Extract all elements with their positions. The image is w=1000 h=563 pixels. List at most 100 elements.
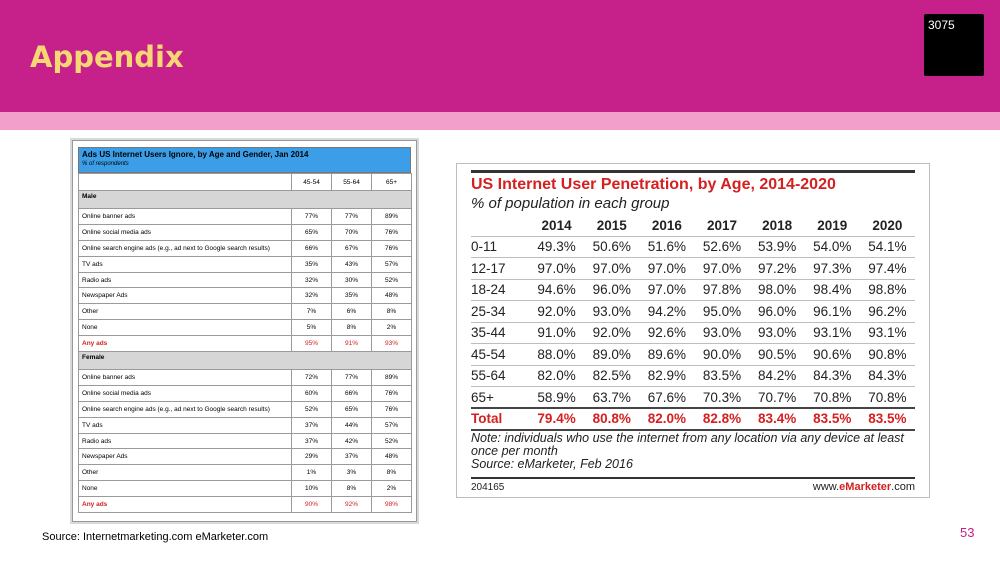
row-value: 57%: [371, 255, 412, 273]
row-value: 89%: [371, 208, 412, 225]
penetration-value: 92.0%: [584, 321, 640, 344]
table-row: Radio ads 37% 42% 52%: [78, 432, 412, 450]
age-row: 35-44 91.0% 92.0% 92.6% 93.0% 93.0% 93.1% 93.1%: [471, 321, 915, 344]
age-label: 0-11: [471, 235, 529, 258]
top-rule: [471, 170, 915, 173]
penetration-value: 93.0%: [584, 300, 640, 322]
row-value: 48%: [371, 448, 412, 466]
penetration-value: 84.3%: [804, 364, 860, 387]
penetration-value: 94.2%: [639, 300, 695, 322]
row-value: 77%: [331, 369, 372, 386]
row-value: 10%: [291, 480, 332, 498]
penetration-value: 97.0%: [529, 257, 585, 279]
row-value: 3%: [331, 464, 372, 482]
row-value: 91%: [331, 335, 372, 353]
row-value: 77%: [291, 208, 332, 225]
row-value: 6%: [331, 303, 372, 321]
row-value: 30%: [331, 271, 372, 289]
penetration-value: 82.0%: [529, 364, 585, 387]
row-label: Online social media ads: [78, 223, 292, 241]
table-row: Newspaper Ads 32% 35% 48%: [78, 287, 412, 305]
row-value: 95%: [291, 335, 332, 353]
row-value: 70%: [331, 223, 372, 241]
row-label: Radio ads: [78, 271, 292, 289]
penetration-table-subtitle: % of population in each group: [471, 195, 670, 212]
penetration-value: 98.4%: [804, 278, 860, 301]
penetration-value: 97.2%: [749, 257, 805, 279]
row-value: 37%: [291, 416, 332, 434]
table-row: Other 1% 3% 8%: [78, 464, 412, 482]
table-row: TV ads 35% 43% 57%: [78, 255, 412, 273]
row-value: 44%: [331, 416, 372, 434]
age-row: 55-64 82.0% 82.5% 82.9% 83.5% 84.2% 84.3% 84.3%: [471, 364, 915, 387]
row-value: 76%: [371, 239, 412, 257]
penetration-value: 70.8%: [859, 386, 915, 408]
penetration-value: 70.3%: [694, 386, 750, 408]
row-value: 93%: [371, 335, 412, 353]
penetration-value: 92.6%: [639, 321, 695, 344]
row-value: 72%: [291, 369, 332, 386]
row-value: 43%: [331, 255, 372, 273]
row-label: None: [78, 319, 292, 337]
column-header: 55-64: [331, 173, 372, 191]
penetration-value: 93.1%: [804, 321, 860, 344]
penetration-value: 89.6%: [639, 343, 695, 365]
penetration-value: 84.2%: [749, 364, 805, 387]
penetration-value: 52.6%: [694, 235, 750, 258]
row-value: 8%: [371, 464, 412, 482]
row-value: 32%: [291, 271, 332, 289]
row-value: 66%: [291, 239, 332, 257]
column-header-row: 45-54 55-64 65+: [78, 173, 412, 191]
row-label: Online banner ads: [78, 369, 292, 386]
row-label: None: [78, 480, 292, 498]
penetration-value: 98.0%: [749, 278, 805, 301]
total-value: 83.5%: [859, 407, 915, 431]
bottom-rule: [471, 477, 915, 479]
row-label: Other: [78, 303, 292, 321]
row-value: 5%: [291, 319, 332, 337]
total-value: 82.8%: [694, 407, 750, 431]
ads-ignored-table: 45-54 55-64 65+ Male Online banner ads 77% 77%…: [78, 173, 412, 514]
row-value: 42%: [331, 432, 372, 450]
table-row: None 5% 8% 2%: [78, 319, 412, 337]
penetration-value: 83.5%: [694, 364, 750, 387]
header-bar: [0, 0, 1000, 112]
ads-ignored-table-subtitle: % of respondents: [82, 161, 129, 167]
year-header: 2017: [706, 218, 738, 234]
year-header: 2015: [596, 218, 627, 234]
brand-suffix: .com: [891, 481, 915, 493]
penetration-note: Note: individuals who use the internet f…: [471, 431, 904, 458]
penetration-table-title: US Internet User Penetration, by Age, 20…: [471, 176, 836, 193]
total-row: Total 79.4% 80.8% 82.0% 82.8% 83.4% 83.5% 83.5%: [471, 407, 915, 431]
age-row: 25-34 92.0% 93.0% 94.2% 95.0% 96.0% 96.1% 96.2%: [471, 300, 915, 322]
row-label: Other: [78, 464, 292, 482]
row-value: 1%: [291, 464, 332, 482]
penetration-value: 67.6%: [639, 386, 695, 408]
penetration-value: 91.0%: [529, 321, 585, 344]
chart-id: 204165: [471, 482, 505, 493]
row-value: 2%: [371, 480, 412, 498]
penetration-value: 50.6%: [584, 235, 640, 258]
age-label: 25-34: [471, 300, 529, 322]
age-row: 18-24 94.6% 96.0% 97.0% 97.8% 98.0% 98.4% 98.8%: [471, 278, 915, 301]
row-value: 92%: [331, 496, 372, 514]
table-row: Newspaper Ads 29% 37% 48%: [78, 448, 412, 466]
penetration-value: 90.6%: [804, 343, 860, 365]
emarketer-url: www.eMarketer.com: [813, 481, 915, 493]
penetration-value: 53.9%: [749, 235, 805, 258]
row-value: 66%: [331, 384, 372, 402]
table-row: Radio ads 32% 30% 52%: [78, 271, 412, 289]
penetration-value: 89.0%: [584, 343, 640, 365]
total-value: 80.8%: [584, 407, 640, 431]
row-value: 60%: [291, 384, 332, 402]
ads-ignored-table-header: Ads US Internet Users Ignore, by Age and…: [78, 147, 411, 173]
row-value: 52%: [371, 432, 412, 450]
penetration-value: 94.6%: [529, 278, 585, 301]
row-label: Online social media ads: [78, 384, 292, 402]
table-row: Online search engine ads (e.g., ad next …: [78, 400, 412, 418]
row-value: 8%: [371, 303, 412, 321]
row-label: Online search engine ads (e.g., ad next …: [78, 239, 292, 257]
section-label: Female: [78, 351, 412, 371]
penetration-value: 96.1%: [804, 300, 860, 322]
penetration-value: 96.2%: [859, 300, 915, 322]
